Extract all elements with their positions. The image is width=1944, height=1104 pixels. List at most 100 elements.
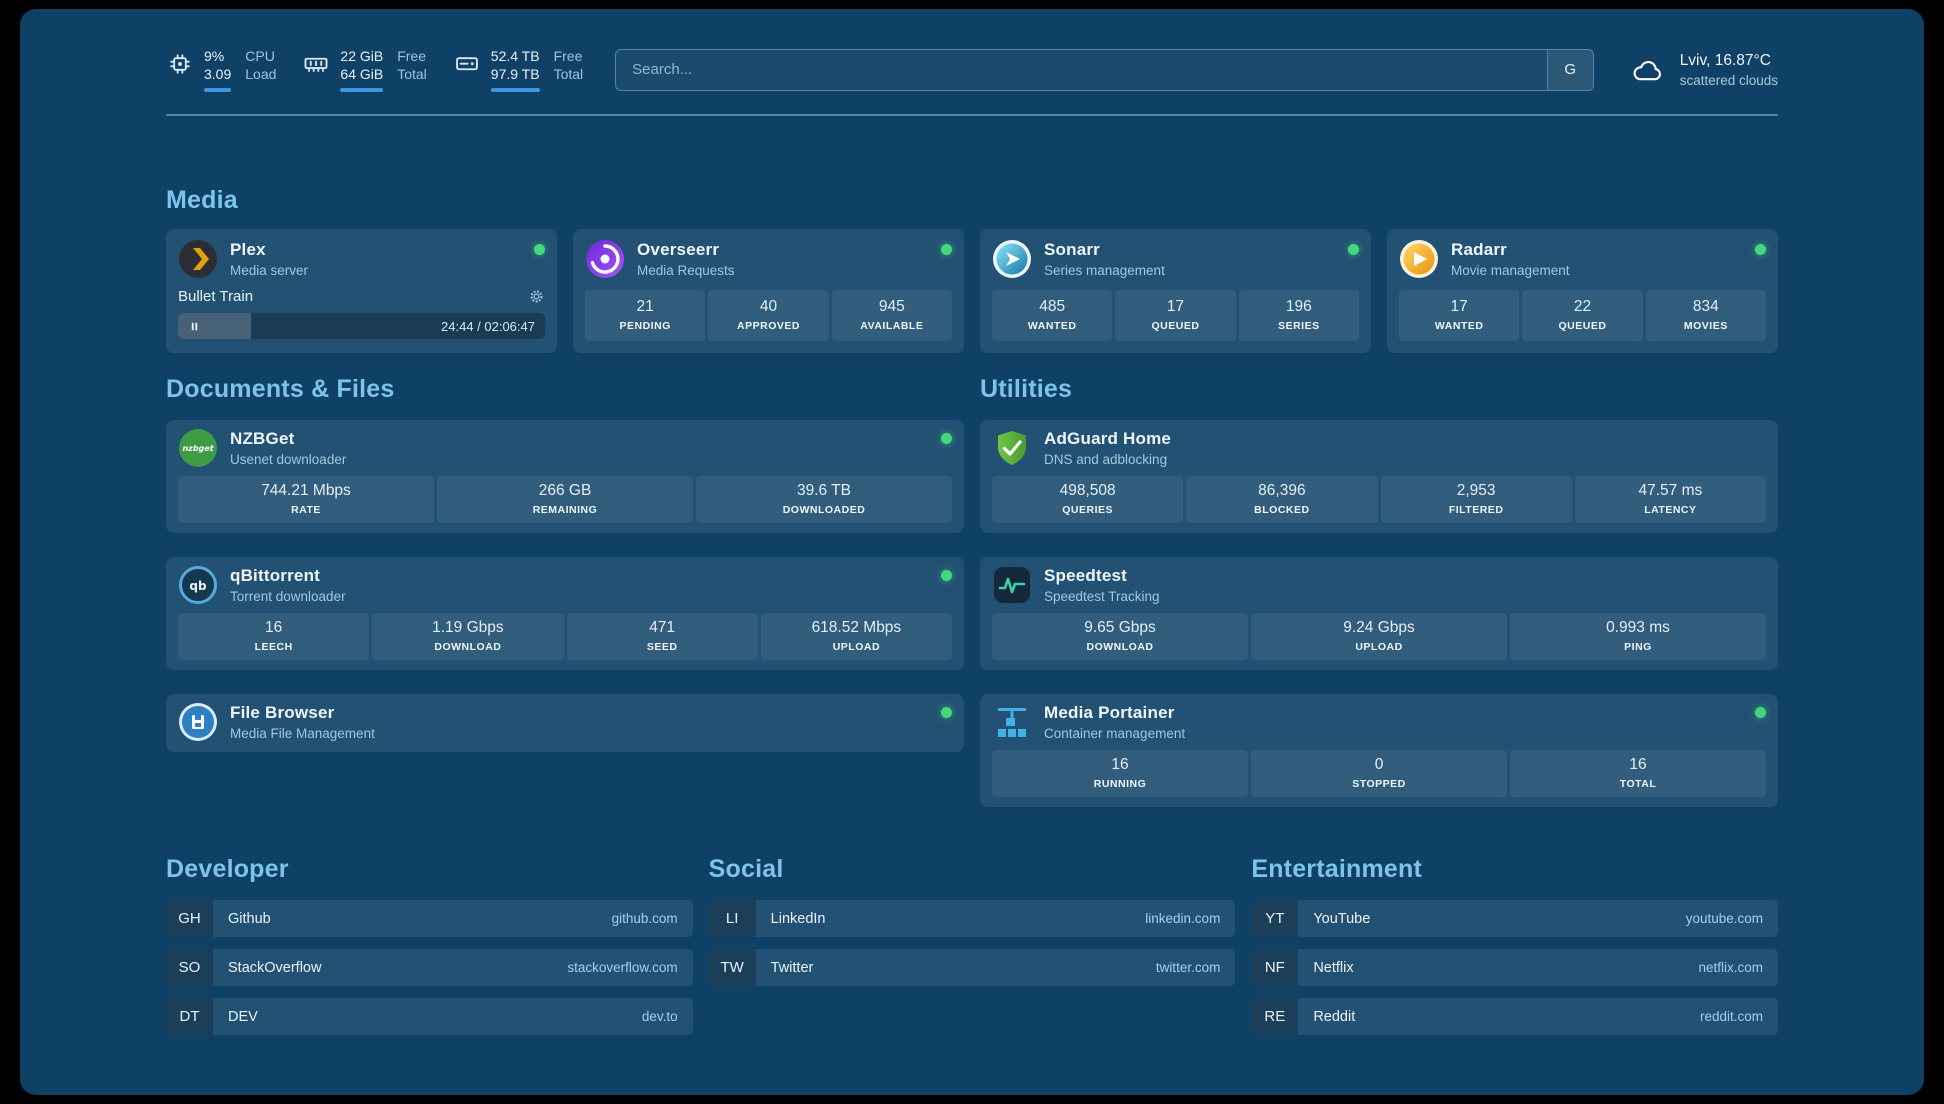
service-name: AdGuard Home (1044, 429, 1172, 448)
service-meta: NZBGet Usenet downloader (230, 428, 346, 467)
service-link-sonarr[interactable]: Sonarr Series management (992, 239, 1359, 279)
stat-label: APPROVED (737, 320, 800, 332)
stat-label: RATE (291, 504, 321, 516)
bookmark-list: YT YouTube youtube.com NF Netflix netflix.com… (1251, 900, 1778, 1035)
service-card-adguard-home: AdGuard Home DNS and adblocking 498,508 QUE… (980, 420, 1778, 533)
service-meta: Media Portainer Container management (1044, 702, 1185, 741)
stat-remaining: 266 GB REMAINING (437, 476, 693, 523)
dashboard-content: 9% 3.09 CPU Load (166, 9, 1778, 1035)
gear-icon[interactable] (528, 288, 545, 305)
bookmark-reddit[interactable]: RE Reddit reddit.com (1251, 998, 1778, 1035)
stat-value: 266 GB (538, 482, 592, 499)
bookmark-name: Github (228, 910, 271, 927)
cpu-labels: CPU Load (245, 47, 276, 92)
disk-values: 52.4 TB 97.9 TB (490, 47, 540, 92)
service-name: NZBGet (230, 429, 295, 448)
search-input[interactable] (616, 61, 1547, 78)
search-bar[interactable]: G (615, 48, 1594, 91)
service-link-radarr[interactable]: Radarr Movie management (1399, 239, 1766, 279)
service-name: qBittorrent (230, 566, 321, 585)
service-meta: Sonarr Series management (1044, 239, 1165, 278)
service-name: Speedtest (1044, 566, 1128, 585)
service-link-plex[interactable]: Plex Media server (178, 239, 545, 279)
status-dot-online (534, 244, 545, 255)
bookmark-name: DEV (228, 1008, 258, 1025)
svg-text:qb: qb (189, 579, 207, 593)
filebrowser-icon (178, 702, 218, 742)
cpu-progress-bar (204, 88, 232, 92)
bookmark-url: reddit.com (1699, 1009, 1763, 1024)
stat-label: TOTAL (1619, 778, 1657, 790)
stat-label: LATENCY (1644, 504, 1697, 516)
resource-widgets: 9% 3.09 CPU Load (166, 47, 583, 92)
stat-pending: 21 PENDING (585, 290, 706, 341)
adguard-icon (992, 428, 1032, 468)
playback-progress-bar: 24:44 / 02:06:47 (178, 313, 545, 339)
bookmark-url: dev.to (641, 1009, 678, 1024)
portainer-icon (992, 702, 1032, 742)
dashboard-window: 9% 3.09 CPU Load (20, 9, 1924, 1095)
disk-labels: Free Total (554, 47, 584, 92)
cpu-icon (166, 50, 194, 78)
search-provider-button[interactable]: G (1546, 49, 1593, 90)
stat-label: BLOCKED (1254, 504, 1310, 516)
service-name: Overseerr (637, 240, 720, 259)
cpu-widget-text: 9% 3.09 CPU Load (204, 47, 276, 92)
stat-value: 17 (1450, 298, 1468, 315)
service-link-speedtest[interactable]: Speedtest Speedtest Tracking (992, 565, 1766, 605)
service-link-qbittorrent[interactable]: qb qBittorrent Torrent downloader (178, 565, 952, 605)
service-link-overseerr[interactable]: Overseerr Media Requests (585, 239, 952, 279)
bookmark-youtube[interactable]: YT YouTube youtube.com (1251, 900, 1778, 937)
pause-button[interactable] (188, 320, 201, 333)
bookmark-github[interactable]: GH Github github.com (166, 900, 693, 937)
stat-label: STOPPED (1352, 778, 1406, 790)
service-meta: Overseerr Media Requests (637, 239, 735, 278)
stat-wanted: 17 WANTED (1399, 290, 1520, 341)
stat-filtered: 2,953 FILTERED (1380, 476, 1572, 523)
stat-label: AVAILABLE (860, 320, 924, 332)
status-dot-online (941, 570, 952, 581)
topbar-divider (166, 114, 1778, 116)
bookmark-group-entertainment: Entertainment YT YouTube youtube.com NF Netfl… (1251, 855, 1778, 1035)
stat-downloaded: 39.6 TB DOWNLOADED (696, 476, 952, 523)
stat-available: 945 AVAILABLE (831, 290, 952, 341)
bookmark-abbr: LI (708, 900, 756, 937)
bookmark-dev[interactable]: DT DEV dev.to (166, 998, 693, 1035)
bookmark-url: twitter.com (1155, 960, 1221, 975)
stat-value: 2,953 (1456, 482, 1496, 499)
disk-widget-text: 52.4 TB 97.9 TB Free Total (490, 47, 584, 92)
stat-label: RUNNING (1093, 778, 1147, 790)
stat-value: 16 (265, 619, 283, 636)
memory-labels: Free Total (397, 47, 427, 92)
media-section: Media Plex Media server Bullet Train 24:44 … (166, 186, 1778, 353)
stat-value: 0 (1374, 756, 1384, 773)
stat-queued: 17 QUEUED (1115, 290, 1236, 341)
stat-label: LEECH (254, 641, 293, 653)
service-link-nzbget[interactable]: nzbget NZBGet Usenet downloader (178, 428, 952, 468)
stat-label: SERIES (1278, 320, 1320, 332)
stat-value: 17 (1166, 298, 1185, 315)
stat-label: UPLOAD (1355, 641, 1403, 653)
stats-row: 744.21 Mbps RATE 266 GB REMAINING 39.6 TB DOW… (178, 476, 952, 523)
bookmark-netflix[interactable]: NF Netflix netflix.com (1251, 949, 1778, 986)
stat-value: 16 (1111, 756, 1129, 773)
cpu-widget: 9% 3.09 CPU Load (166, 47, 276, 92)
status-dot-online (941, 707, 952, 718)
service-link-file-browser[interactable]: File Browser Media File Management (178, 702, 952, 742)
stat-upload: 9.24 Gbps UPLOAD (1251, 613, 1507, 660)
bookmark-stackoverflow[interactable]: SO StackOverflow stackoverflow.com (166, 949, 693, 986)
memory-free-value: 22 GiB (340, 48, 384, 64)
stat-value: 9.65 Gbps (1084, 619, 1156, 636)
cpu-values: 9% 3.09 (204, 47, 232, 92)
bookmark-url: github.com (611, 911, 678, 926)
cpu-load-value: 3.09 (204, 66, 232, 82)
stat-label: DOWNLOADED (782, 504, 866, 516)
bookmark-abbr: TW (708, 949, 756, 986)
stat-latency: 47.57 ms LATENCY (1574, 476, 1766, 523)
service-card-file-browser: File Browser Media File Management (166, 694, 964, 752)
bookmark-linkedin[interactable]: LI LinkedIn linkedin.com (708, 900, 1236, 937)
service-link-media-portainer[interactable]: Media Portainer Container management (992, 702, 1766, 742)
service-link-adguard-home[interactable]: AdGuard Home DNS and adblocking (992, 428, 1766, 468)
bookmark-twitter[interactable]: TW Twitter twitter.com (708, 949, 1236, 986)
service-meta: Speedtest Speedtest Tracking (1044, 565, 1160, 604)
